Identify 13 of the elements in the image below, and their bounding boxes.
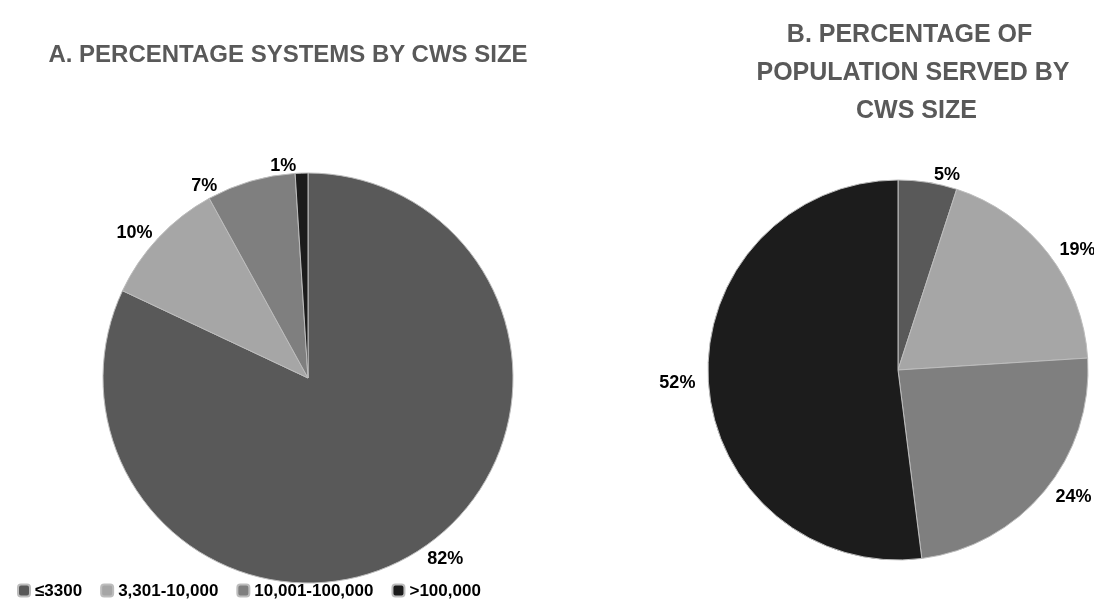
data-label: 82% — [427, 547, 464, 568]
chart-title: B. PERCENTAGE OF POPULATION SERVED BY CWS SIZE — [756, 19, 1070, 123]
legend-label: >100,000 — [409, 581, 481, 600]
legend-label: 3,301-10,000 — [118, 581, 219, 600]
legend-label: ≤3300 — [35, 581, 83, 600]
data-label: 1% — [270, 155, 297, 176]
data-label: 10% — [116, 222, 153, 243]
data-label: 24% — [1055, 486, 1092, 507]
data-label: 5% — [933, 164, 960, 185]
legend-label: 10,001-100,000 — [254, 581, 374, 600]
data-label: 7% — [191, 175, 218, 196]
data-label: 52% — [659, 372, 696, 393]
chart-title: A. PERCENTAGE SYSTEMS BY CWS SIZE — [48, 39, 528, 67]
